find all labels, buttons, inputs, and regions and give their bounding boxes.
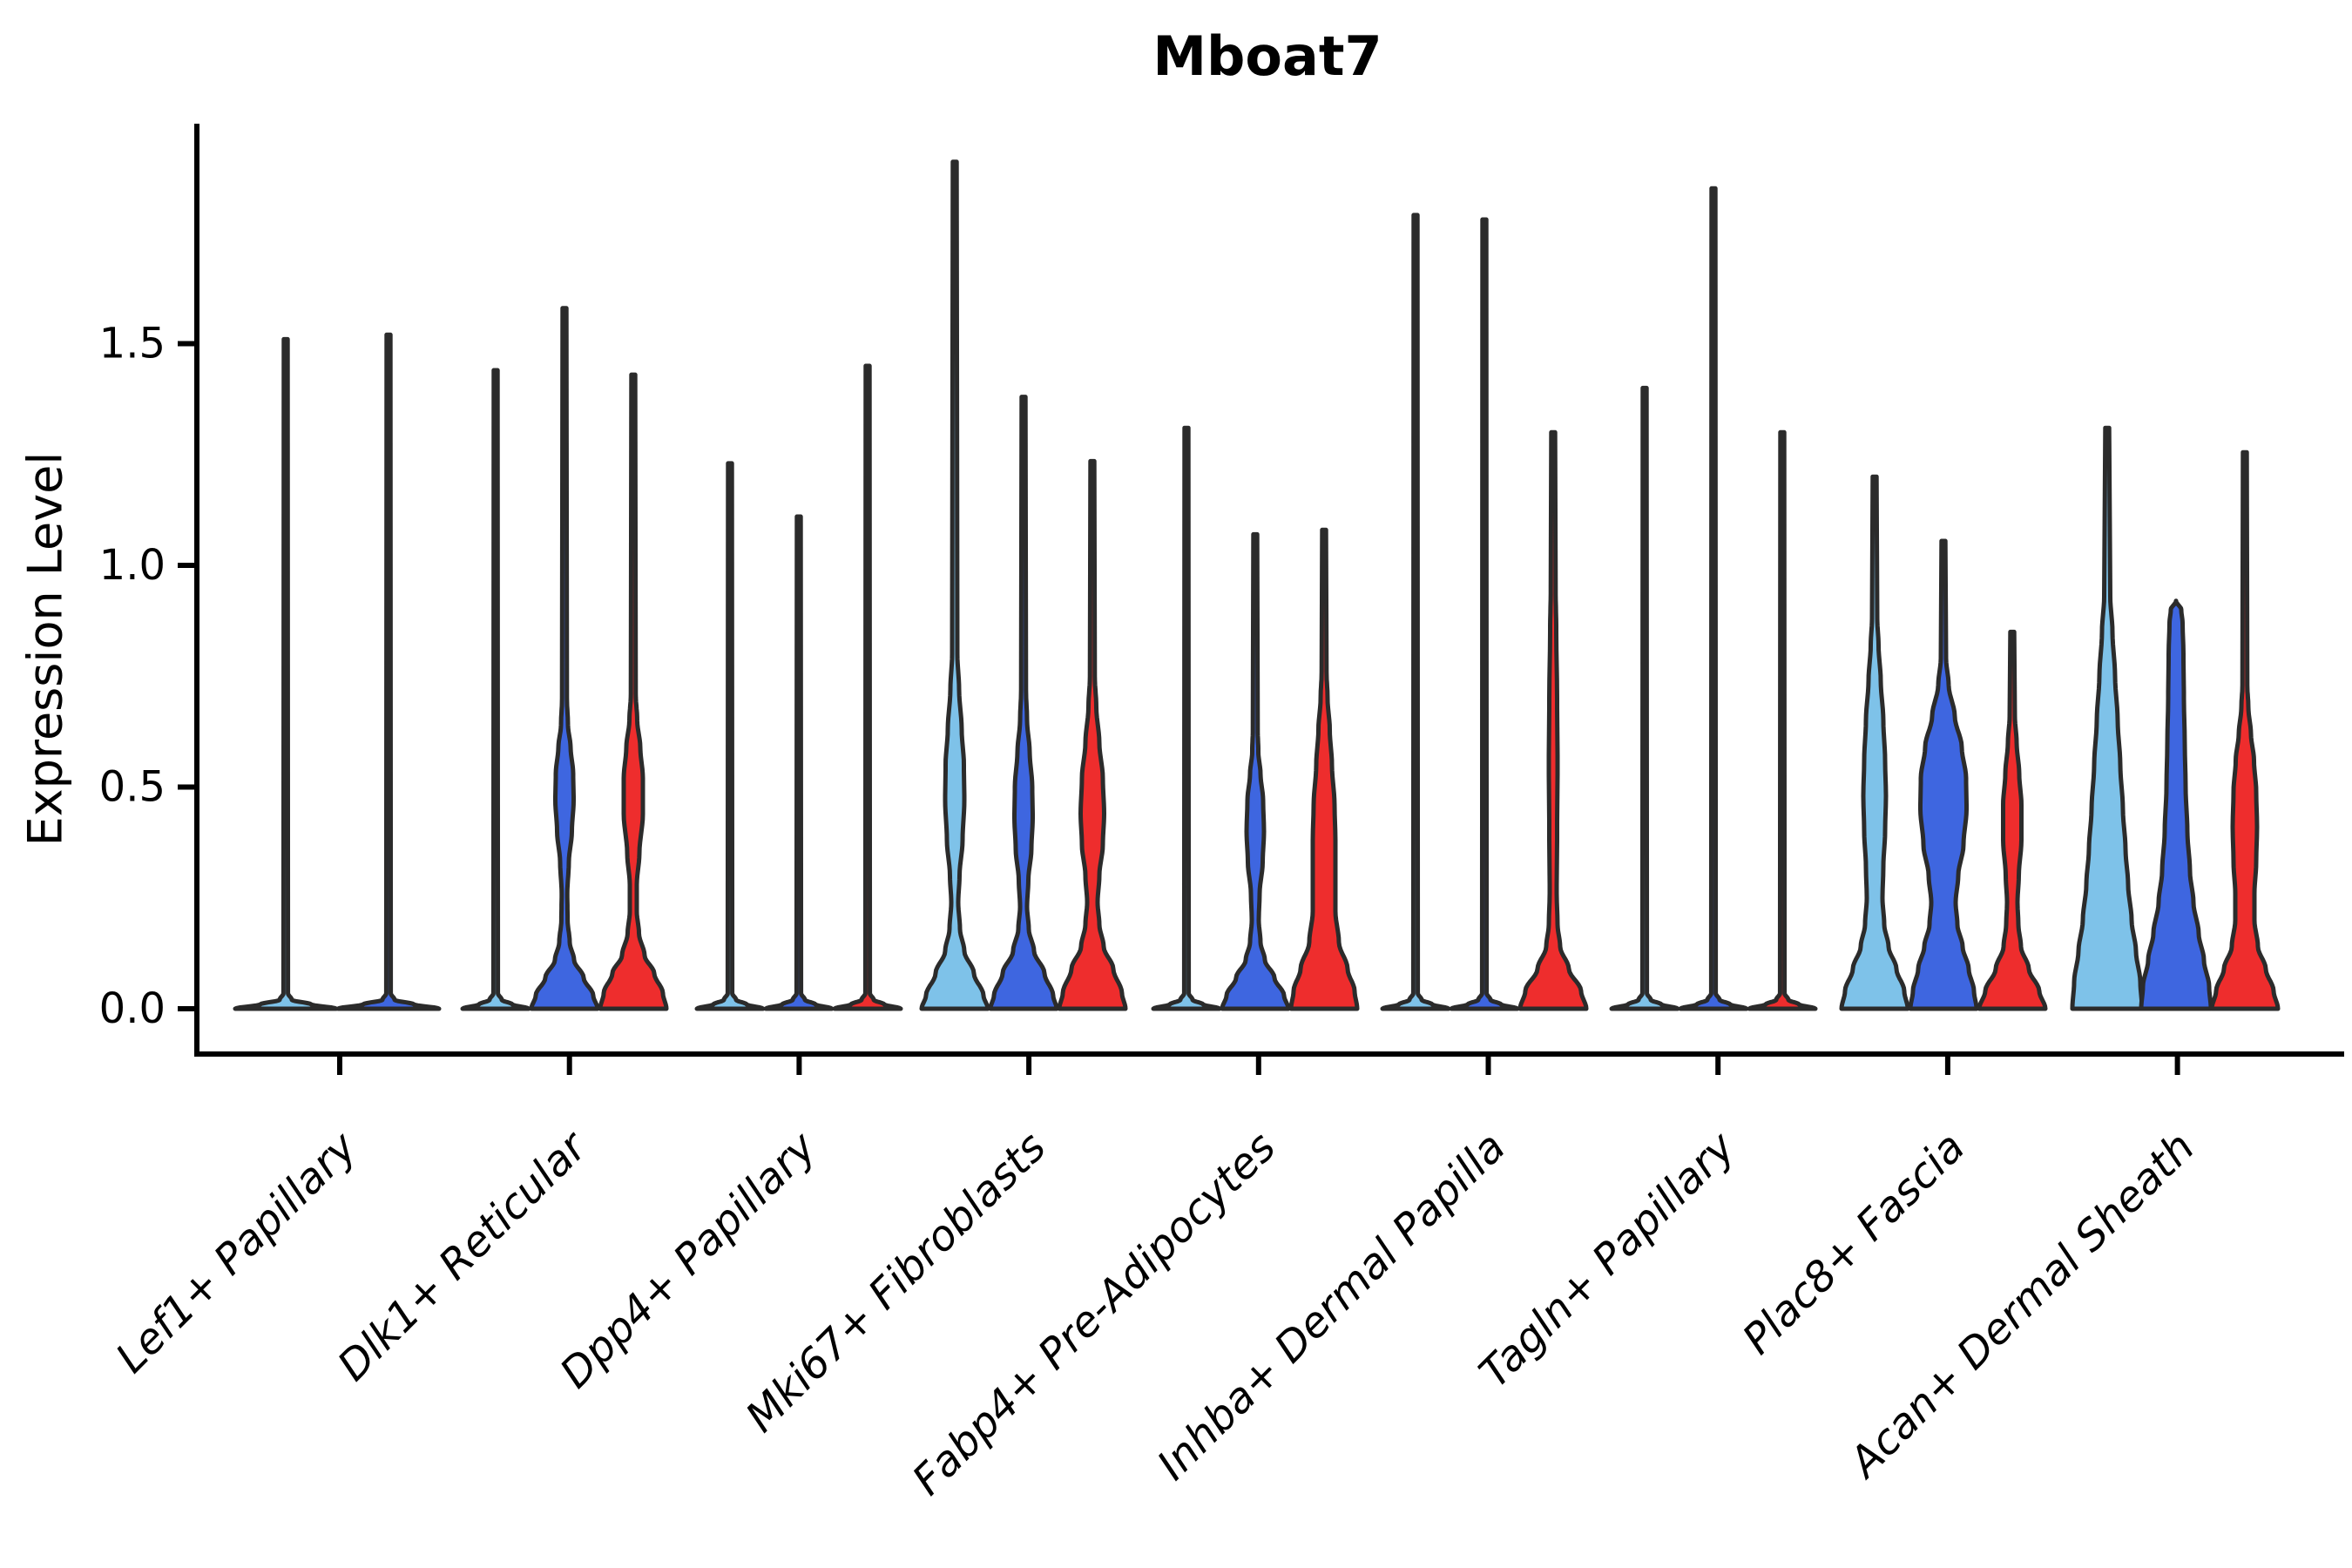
violin-acan-dermal-sheath-dark_blue bbox=[2139, 598, 2213, 1011]
violin-dlk1-reticular-dark_blue bbox=[529, 306, 600, 1011]
violin-mki67-fibroblasts-dark_blue bbox=[988, 395, 1059, 1011]
violin-tagln-papillary-light_blue bbox=[1609, 385, 1680, 1011]
y-tick-label: 0.0 bbox=[99, 984, 166, 1033]
violin-dlk1-reticular-red bbox=[598, 372, 669, 1011]
violin-tagln-papillary-dark_blue bbox=[1678, 186, 1749, 1011]
y-tick-label: 0.5 bbox=[99, 763, 166, 812]
x-axis-label: Plac8+ Fascia bbox=[1734, 1123, 1975, 1364]
y-tick-label: 1.0 bbox=[99, 541, 166, 590]
violin-mki67-fibroblasts-light_blue bbox=[919, 159, 990, 1011]
violin-fabp4-pre-adipocytes-light_blue bbox=[1151, 425, 1222, 1011]
x-axis-label: Fabp4+ Pre-Adipocytes bbox=[903, 1123, 1286, 1505]
x-axis-label: Dlk1+ Reticular bbox=[328, 1121, 598, 1391]
axis-spines bbox=[194, 124, 2344, 1057]
x-axis-label: Lef1+ Papillary bbox=[106, 1122, 367, 1382]
violin-dpp4-papillary-light_blue bbox=[694, 461, 766, 1011]
violin-dpp4-papillary-red bbox=[832, 363, 903, 1011]
violin-dlk1-reticular-light_blue bbox=[460, 368, 531, 1011]
y-tick-label: 1.5 bbox=[99, 320, 166, 368]
violin-inhba-dermal-papilla-dark_blue bbox=[1449, 217, 1520, 1011]
violin-lef1-papillary-dark_blue bbox=[335, 332, 442, 1011]
violin-fabp4-pre-adipocytes-red bbox=[1288, 527, 1360, 1011]
violin-acan-dermal-sheath-red bbox=[2209, 449, 2281, 1011]
y-axis-title: Expression Level bbox=[17, 451, 73, 847]
x-axis-label: Tagln+ Papillary bbox=[1470, 1122, 1745, 1397]
violin-mki67-fibroblasts-red bbox=[1057, 458, 1128, 1011]
violin-dpp4-papillary-dark_blue bbox=[763, 514, 835, 1011]
violin-plac8-fascia-red bbox=[1977, 629, 2048, 1011]
violin-plac8-fascia-dark_blue bbox=[1908, 538, 1979, 1011]
violin-fabp4-pre-adipocytes-dark_blue bbox=[1220, 531, 1291, 1011]
violin-acan-dermal-sheath-light_blue bbox=[2070, 425, 2145, 1011]
violin-inhba-dermal-papilla-red bbox=[1517, 429, 1589, 1011]
x-axis-label: Dpp4+ Papillary bbox=[551, 1122, 826, 1397]
chart-title: Mboat7 bbox=[1152, 24, 1382, 88]
violin-lef1-papillary-light_blue bbox=[233, 336, 339, 1011]
violin-plac8-fascia-light_blue bbox=[1839, 474, 1910, 1011]
violin-inhba-dermal-papilla-light_blue bbox=[1380, 213, 1451, 1011]
violin-tagln-papillary-red bbox=[1747, 429, 1818, 1011]
